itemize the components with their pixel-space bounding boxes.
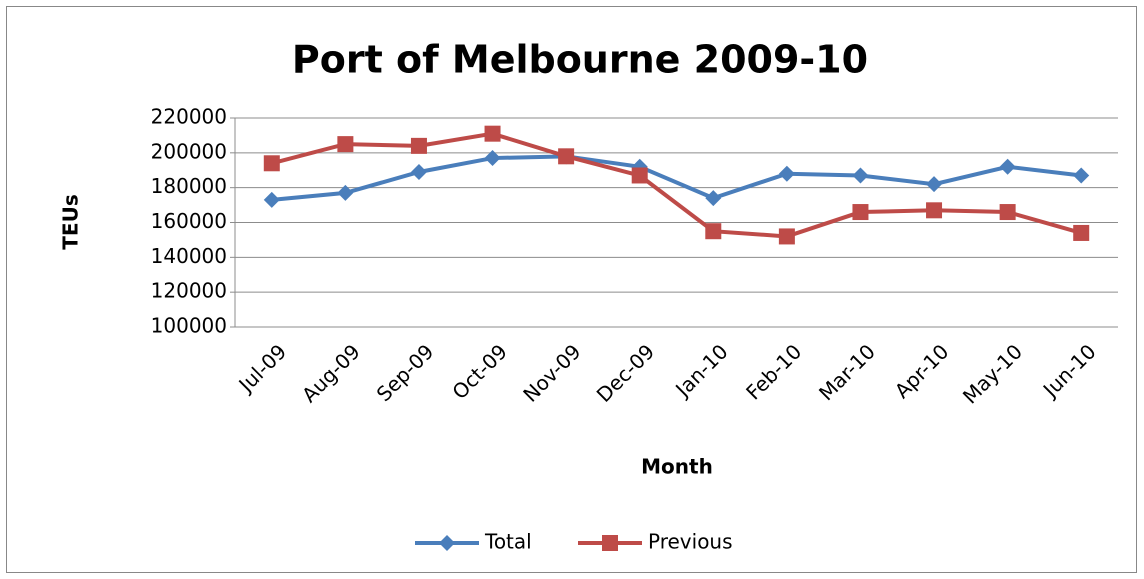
marker [926, 202, 943, 219]
marker [439, 535, 455, 551]
marker [852, 167, 869, 184]
marker [337, 136, 354, 153]
marker [410, 163, 427, 180]
marker [1073, 167, 1090, 184]
marker [337, 184, 354, 201]
y-axis-label: TEUs [59, 194, 83, 249]
marker [999, 158, 1016, 175]
series-line [271, 131, 1082, 239]
marker [778, 165, 795, 182]
marker [999, 204, 1016, 221]
y-tick-label: 180000 [151, 174, 227, 198]
marker [410, 137, 427, 154]
y-tick-label: 120000 [151, 279, 227, 303]
marker [705, 223, 722, 240]
marker [926, 176, 943, 193]
marker [263, 155, 280, 172]
series-line [271, 154, 1082, 202]
x-axis-label: Month [641, 455, 713, 479]
y-tick-label: 200000 [151, 139, 227, 163]
marker [558, 148, 575, 165]
y-tick-label: 160000 [151, 209, 227, 233]
marker [705, 190, 722, 207]
marker [1073, 224, 1090, 241]
chart-border [6, 6, 1137, 573]
y-tick-label: 100000 [151, 314, 227, 338]
marker [778, 228, 795, 245]
y-tick-label: 140000 [151, 244, 227, 268]
legend-label: Total [484, 530, 532, 554]
chart-title: Port of Melbourne 2009-10 [292, 38, 868, 82]
marker [484, 150, 501, 167]
marker [631, 167, 648, 184]
y-tick-label: 220000 [151, 105, 227, 129]
marker [602, 535, 618, 551]
marker [852, 204, 869, 221]
legend-label: Previous [648, 530, 733, 554]
marker [484, 125, 501, 142]
marker [263, 191, 280, 208]
